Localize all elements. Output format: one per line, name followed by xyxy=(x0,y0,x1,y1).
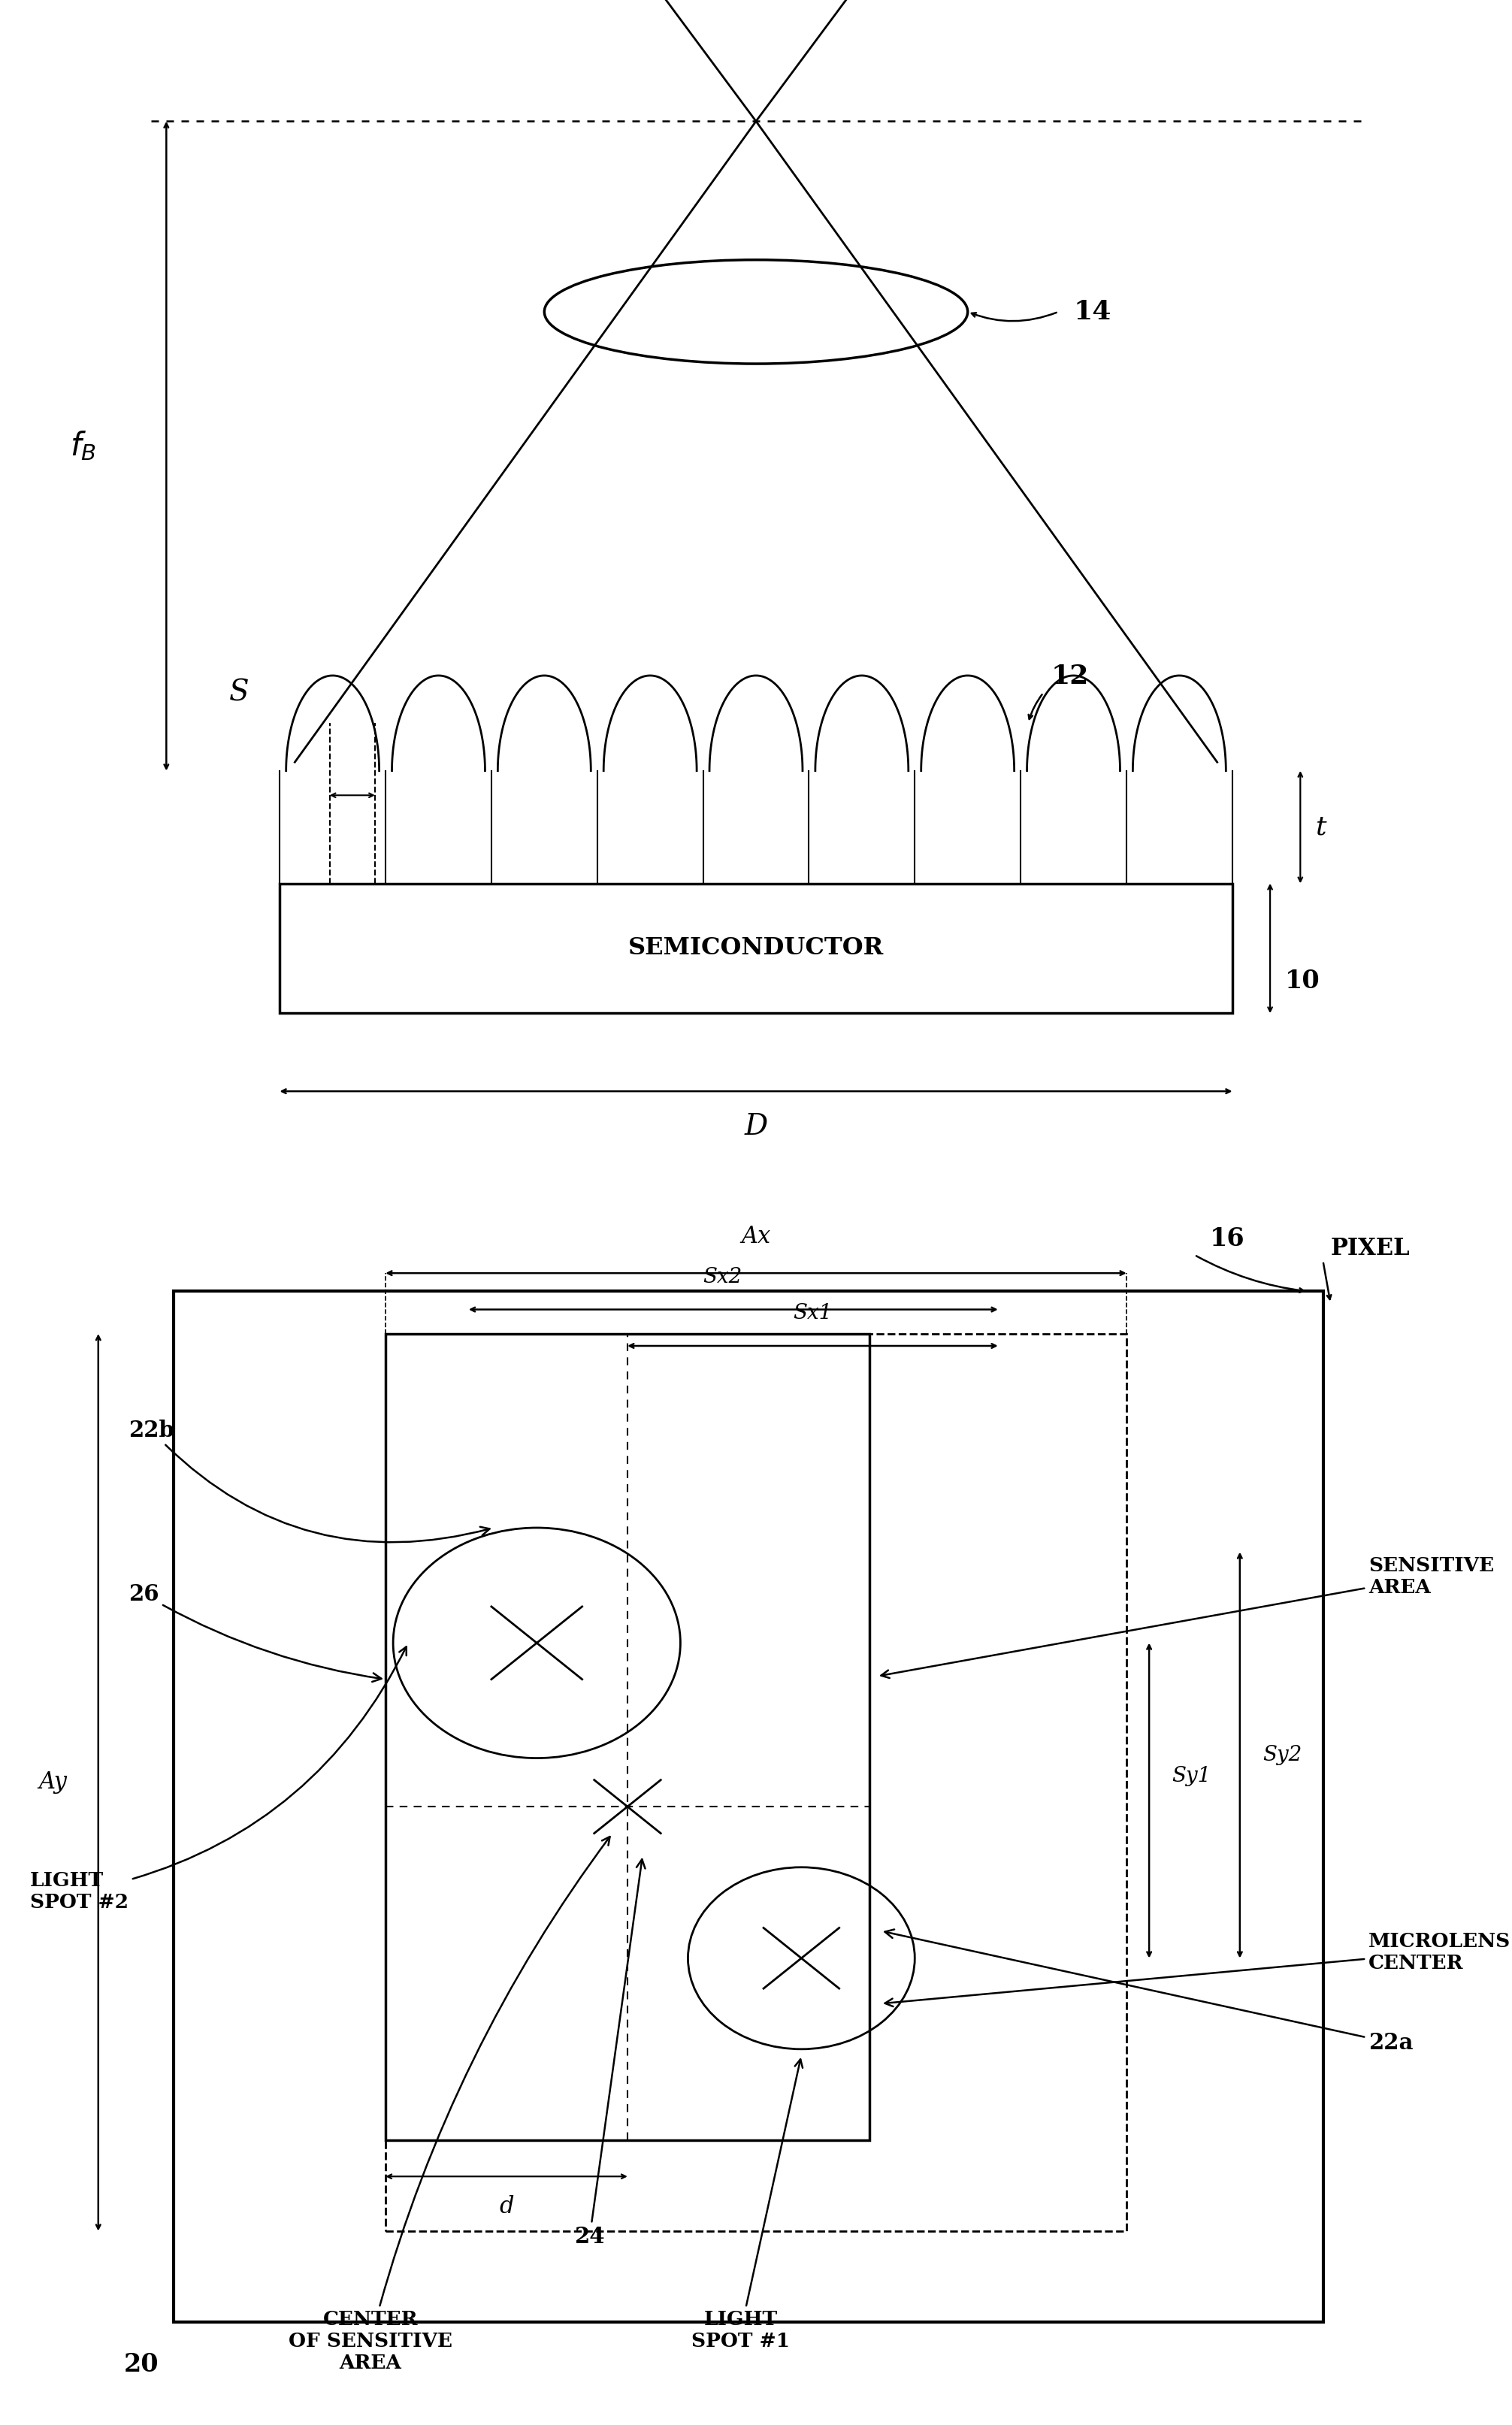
Text: MICROLENS
CENTER: MICROLENS CENTER xyxy=(885,1933,1510,2005)
Bar xyxy=(386,1334,869,2141)
Bar xyxy=(174,1290,1323,2323)
Text: D: D xyxy=(744,1113,768,1140)
Text: 26: 26 xyxy=(129,1584,381,1683)
Text: Ay: Ay xyxy=(39,1770,67,1794)
Text: 24: 24 xyxy=(575,1860,646,2248)
Text: t: t xyxy=(1315,815,1326,839)
Text: $f_B$: $f_B$ xyxy=(70,429,97,463)
Text: CENTER
OF SENSITIVE
AREA: CENTER OF SENSITIVE AREA xyxy=(289,1836,609,2372)
Text: Ax: Ax xyxy=(741,1225,771,1249)
Text: SENSITIVE
AREA: SENSITIVE AREA xyxy=(881,1557,1494,1678)
Text: 22b: 22b xyxy=(129,1419,490,1542)
Text: Sy2: Sy2 xyxy=(1263,1746,1302,1765)
Text: 12: 12 xyxy=(1051,664,1089,689)
Text: SEMICONDUCTOR: SEMICONDUCTOR xyxy=(627,936,885,960)
Text: 10: 10 xyxy=(1285,970,1320,994)
Text: 14: 14 xyxy=(1074,298,1111,325)
Bar xyxy=(386,1334,1126,2231)
Text: LIGHT
SPOT #2: LIGHT SPOT #2 xyxy=(30,1647,407,1911)
Text: d: d xyxy=(499,2195,514,2219)
Text: 20: 20 xyxy=(124,2352,159,2376)
Text: PIXEL: PIXEL xyxy=(1331,1237,1409,1261)
Text: 22a: 22a xyxy=(885,1930,1414,2054)
Bar xyxy=(280,883,1232,1014)
Text: Sx2: Sx2 xyxy=(703,1266,742,1288)
Text: Sx1: Sx1 xyxy=(794,1302,832,1324)
Text: LIGHT
SPOT #1: LIGHT SPOT #1 xyxy=(691,2059,803,2350)
Text: S: S xyxy=(230,679,249,706)
Text: 16: 16 xyxy=(1210,1227,1244,1251)
Text: Sy1: Sy1 xyxy=(1172,1765,1211,1787)
